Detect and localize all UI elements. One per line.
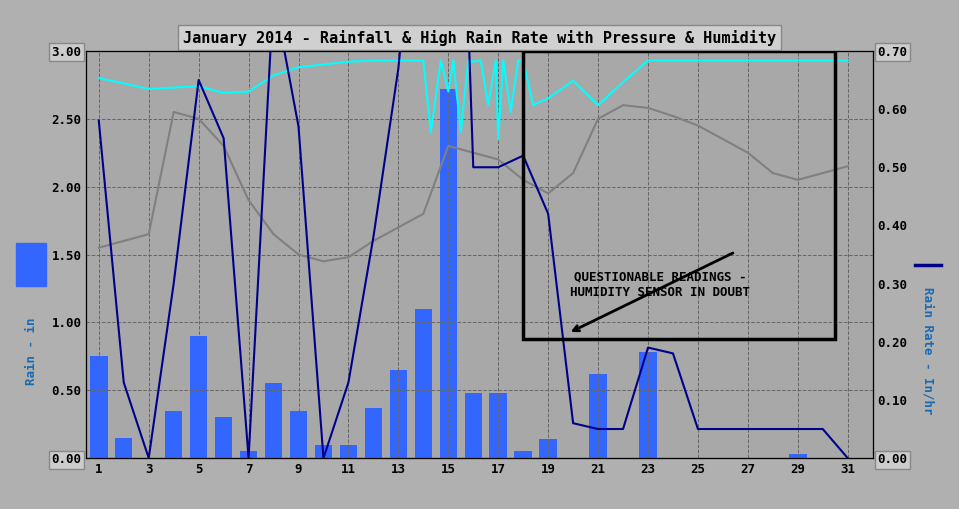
Bar [414, 309, 433, 458]
Bar [290, 411, 307, 458]
Bar [389, 370, 408, 458]
Bar [789, 454, 807, 458]
Bar [439, 89, 457, 458]
Title: January 2014 - Rainfall & High Rain Rate with Pressure & Humidity: January 2014 - Rainfall & High Rain Rate… [183, 30, 776, 46]
Bar [315, 444, 332, 458]
Bar [265, 383, 282, 458]
Bar [464, 393, 482, 458]
Bar [489, 393, 507, 458]
Bar [524, 51, 835, 338]
Text: QUESTIONABLE READINGS -
HUMIDITY SENSOR IN DOUBT: QUESTIONABLE READINGS - HUMIDITY SENSOR … [571, 271, 751, 299]
Bar [190, 336, 207, 458]
Bar [364, 408, 382, 458]
Bar [90, 356, 107, 458]
Bar [539, 439, 557, 458]
Text: Rain - in: Rain - in [25, 318, 37, 385]
Bar [165, 411, 182, 458]
Bar [16, 243, 46, 286]
Bar [590, 374, 607, 458]
Bar [215, 417, 232, 458]
Bar [339, 444, 357, 458]
Bar [115, 438, 132, 458]
Bar [240, 451, 257, 458]
Bar [514, 451, 532, 458]
Text: Rain Rate - In/hr: Rain Rate - In/hr [922, 288, 934, 415]
Bar [640, 352, 657, 458]
